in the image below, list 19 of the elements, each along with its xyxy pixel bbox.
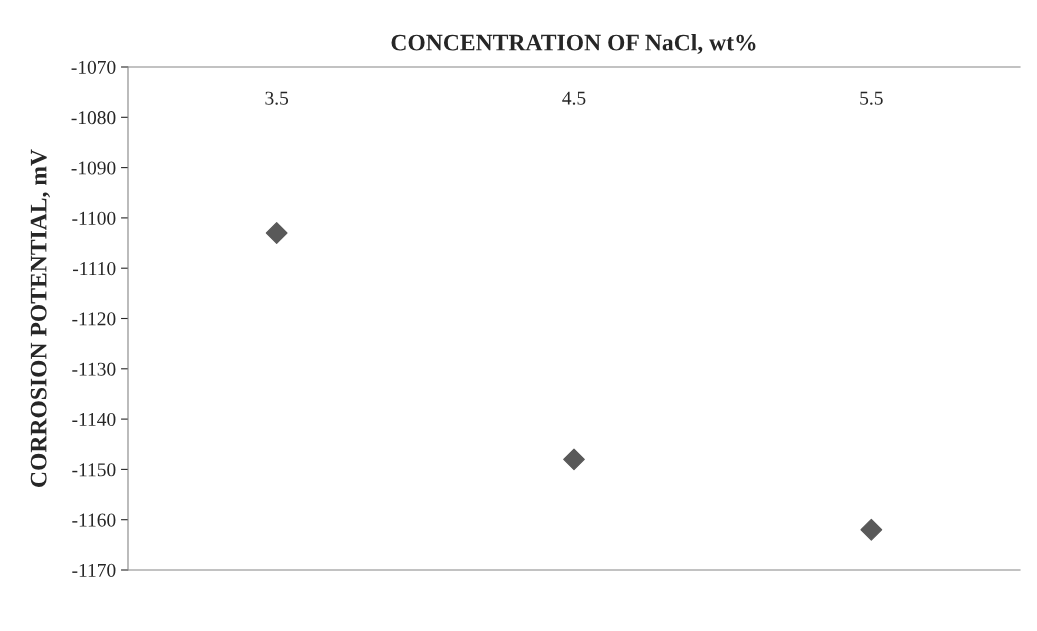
y-tick-label: -1130 bbox=[72, 362, 116, 376]
y-axis-title: CORROSION POTENTIAL, mV bbox=[30, 149, 51, 487]
y-tick-label: -1110 bbox=[73, 262, 116, 276]
y-tick-label: -1090 bbox=[71, 161, 116, 175]
y-tick-label: -1150 bbox=[72, 463, 116, 477]
point bbox=[563, 448, 585, 471]
x-tick-label: 4.5 bbox=[562, 91, 586, 105]
x-tick-label: 5.5 bbox=[860, 91, 883, 105]
x-tick-label: 3.5 bbox=[265, 91, 289, 105]
y-tick-label: -1120 bbox=[72, 312, 116, 326]
x-axis-title: CONCENTRATION OF NaCl, wt% bbox=[391, 33, 756, 54]
point bbox=[860, 518, 883, 541]
y-tick-label: -1080 bbox=[71, 111, 116, 125]
y-tick-label: -1160 bbox=[72, 513, 116, 527]
y-tick-label: -1070 bbox=[71, 60, 116, 74]
point bbox=[265, 222, 288, 244]
y-tick-label: -1100 bbox=[72, 211, 116, 225]
y-tick-label: -1170 bbox=[72, 563, 116, 577]
y-tick-label: -1140 bbox=[72, 412, 116, 427]
